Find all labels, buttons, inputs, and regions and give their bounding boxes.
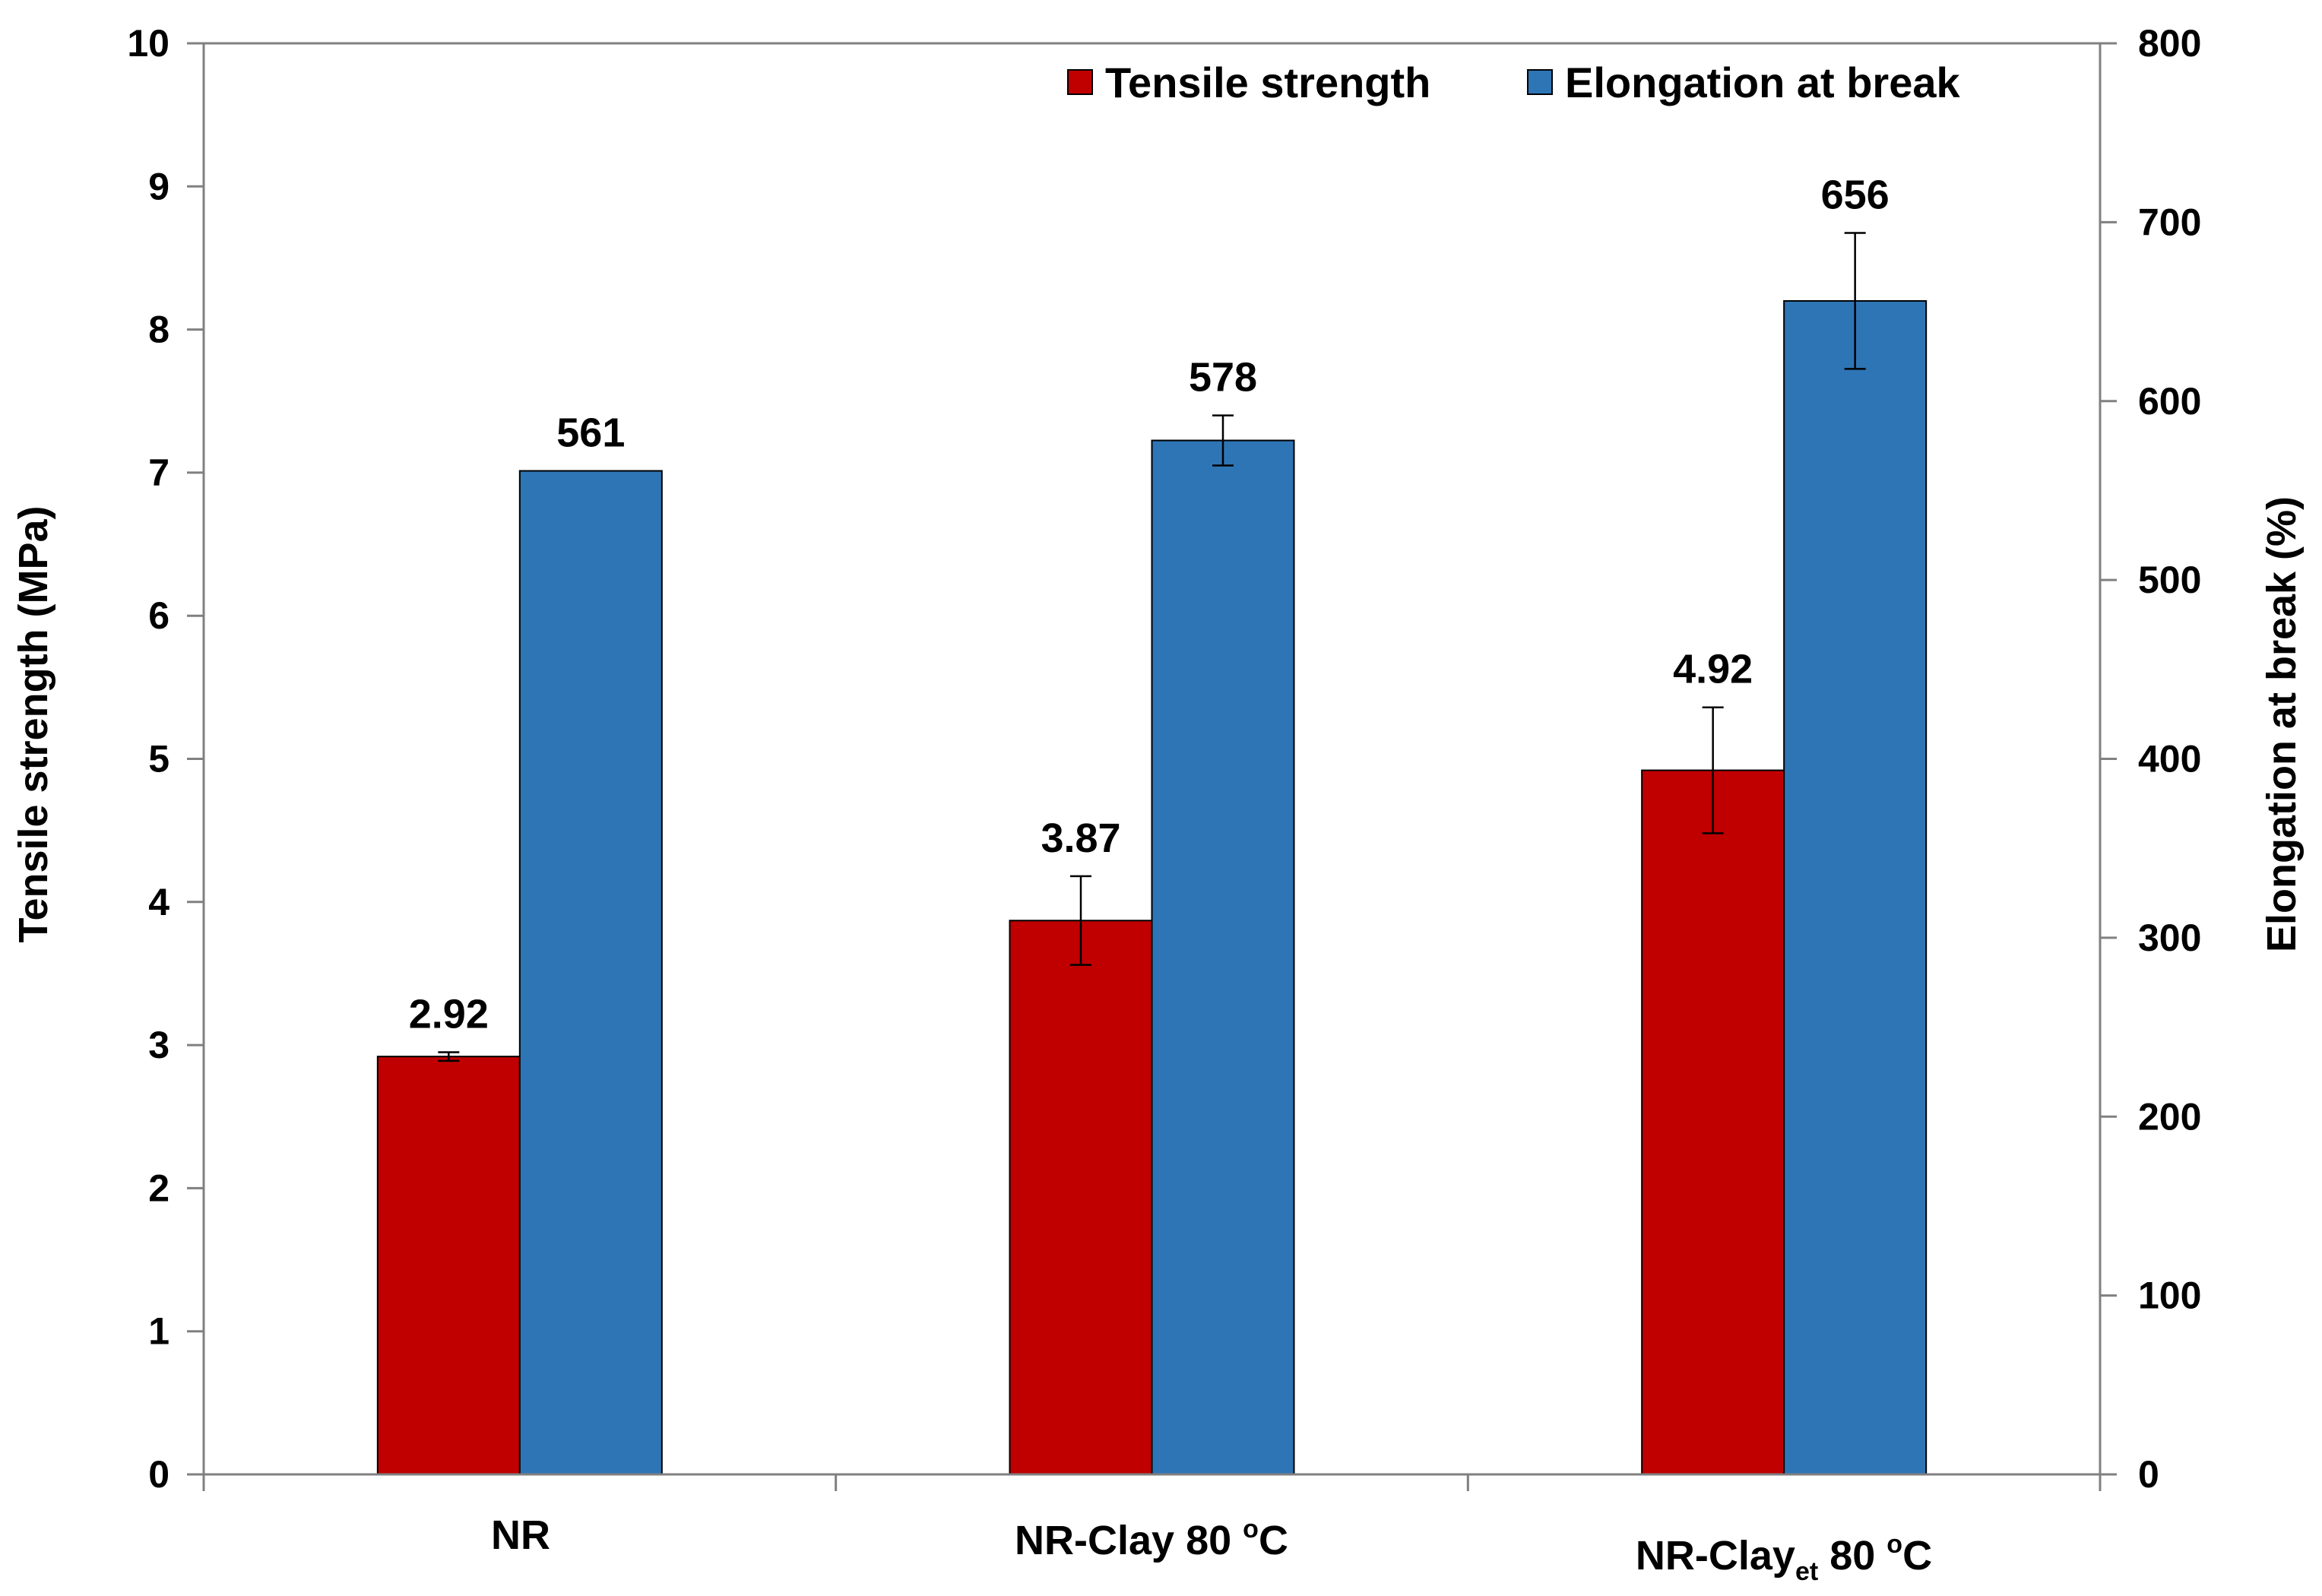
bars-layer <box>376 299 1928 1476</box>
y-left-tick-label: 1 <box>148 1310 169 1353</box>
y-right-tick-label: 500 <box>2138 559 2201 601</box>
bar-tensile-2 <box>1641 769 1785 1475</box>
y-right-axis-title: Elongation at break (%) <box>2259 496 2305 952</box>
y-right-tick-label: 300 <box>2138 917 2201 959</box>
legend: Tensile strength Elongation at break <box>1067 59 1960 106</box>
y-right-tick-label: 0 <box>2138 1453 2159 1496</box>
y-left-tick-label: 3 <box>148 1024 169 1066</box>
data-label-elongation-0: 561 <box>556 410 625 456</box>
y-left-tick-label: 6 <box>148 594 169 637</box>
category-labels: NR NR-Clay 80 oC NR-Clayet 80 oC <box>491 1512 1932 1586</box>
legend-swatch-elongation <box>1527 69 1553 95</box>
data-label-elongation-1: 578 <box>1189 355 1257 401</box>
data-label-tensile-0: 2.92 <box>409 992 489 1037</box>
y-left-tick-label: 4 <box>148 881 169 923</box>
y-right-tick-label: 400 <box>2138 738 2201 781</box>
y-right-tick-label: 700 <box>2138 201 2201 243</box>
y-right-tick-label: 600 <box>2138 380 2201 423</box>
y-right-tick-label: 200 <box>2138 1095 2201 1138</box>
bar-elongation-1 <box>1151 439 1295 1475</box>
y-right-tick-label: 100 <box>2138 1275 2201 1317</box>
error-bars-layer <box>438 232 1866 1062</box>
data-label-tensile-1: 3.87 <box>1041 815 1120 861</box>
y-left-tick-label: 10 <box>127 22 169 65</box>
y-left-tick-label: 8 <box>148 309 169 351</box>
y-left-tick-label: 0 <box>148 1453 169 1496</box>
category-label-nr: NR <box>491 1512 550 1558</box>
y-left-tick-label: 7 <box>148 451 169 494</box>
category-label-nr-clay: NR-Clay 80 oC <box>1015 1515 1288 1563</box>
data-label-tensile-2: 4.92 <box>1673 647 1753 692</box>
bar-tensile-0 <box>376 1056 521 1475</box>
category-label-nr-clay-et: NR-Clayet 80 oC <box>1636 1530 1932 1586</box>
y-left-tick-label: 9 <box>148 165 169 207</box>
legend-label-tensile: Tensile strength <box>1105 59 1430 106</box>
bar-elongation-0 <box>518 470 663 1475</box>
data-label-elongation-2: 656 <box>1821 172 1890 217</box>
data-labels-layer: 2.92 3.87 4.92 561 578 656 <box>409 172 1890 1037</box>
y-left-tick-label: 2 <box>148 1167 169 1209</box>
legend-swatch-tensile <box>1067 69 1093 95</box>
bar-elongation-2 <box>1783 299 1928 1476</box>
bar-tensile-1 <box>1009 920 1153 1476</box>
legend-label-elongation: Elongation at break <box>1565 59 1960 106</box>
y-left-axis-title: Tensile strength (MPa) <box>11 505 56 942</box>
y-right-tick-label: 800 <box>2138 22 2201 65</box>
y-left-tick-label: 5 <box>148 738 169 781</box>
